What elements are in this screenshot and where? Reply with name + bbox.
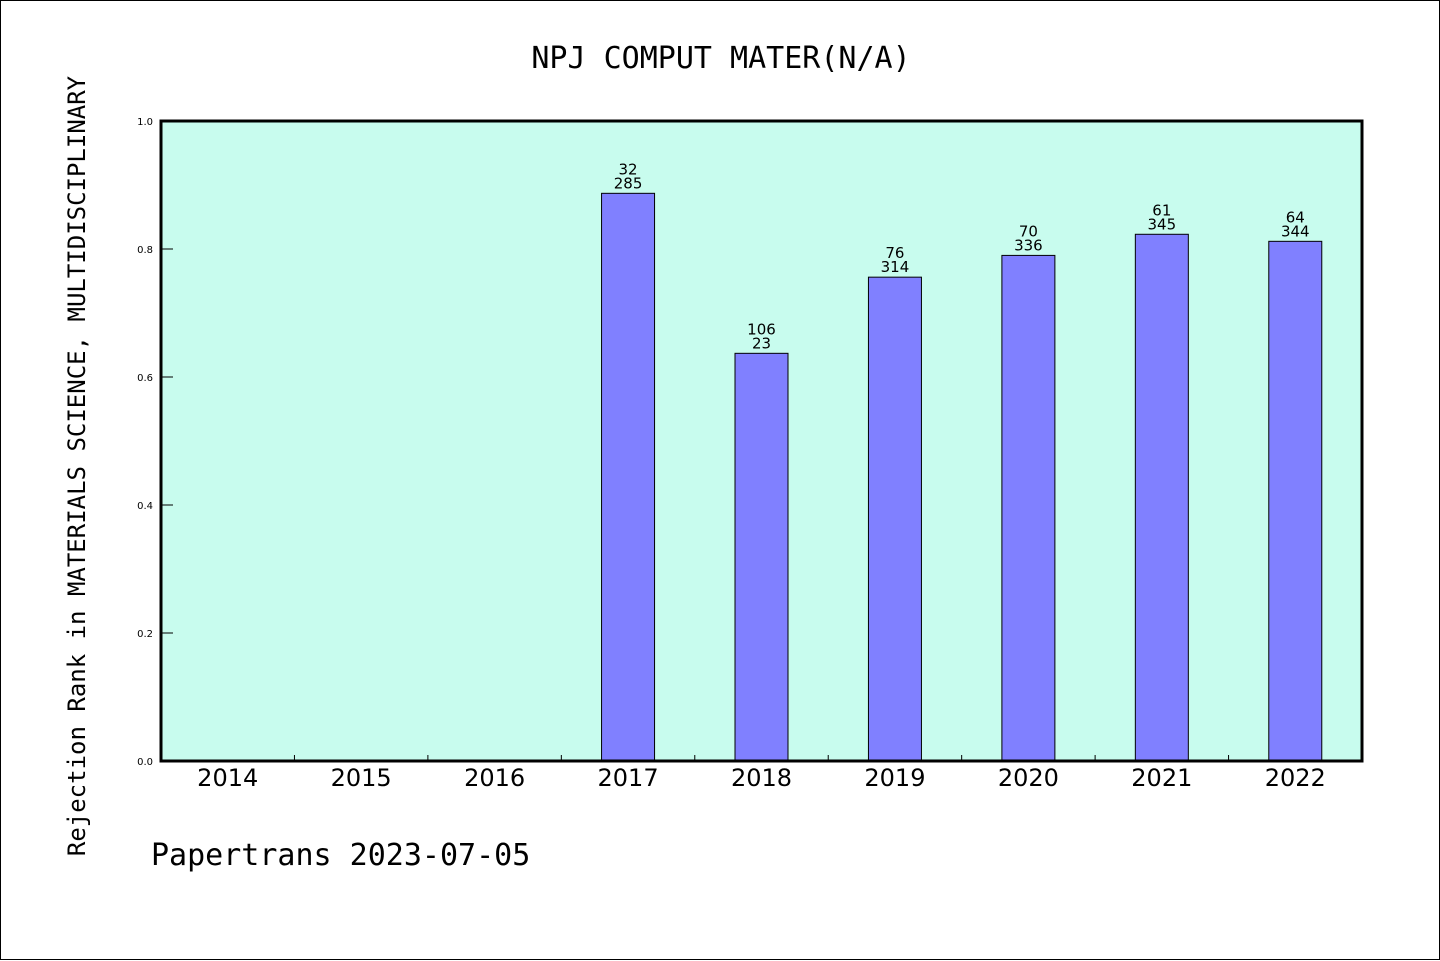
x-tick-label: 2018 (731, 764, 792, 792)
x-tick-label: 2015 (331, 764, 392, 792)
bar-label-bottom: 285 (614, 174, 643, 192)
x-tick-label: 2014 (197, 764, 258, 792)
y-tick-label: 0.0 (137, 757, 153, 768)
y-tick-label: 0.6 (137, 373, 153, 384)
bar-label-bottom: 344 (1281, 222, 1310, 240)
bar-label-bottom: 23 (752, 334, 771, 352)
bar-2021 (1135, 234, 1188, 761)
x-tick-label: 2021 (1131, 764, 1192, 792)
bar-2018 (735, 353, 788, 761)
bar-2017 (602, 193, 655, 761)
x-tick-label: 2020 (998, 764, 1059, 792)
y-tick-label: 1.0 (137, 117, 153, 128)
bar-label-bottom: 336 (1014, 236, 1043, 254)
x-tick-label: 2019 (864, 764, 925, 792)
footer-watermark: Papertrans 2023-07-05 (151, 838, 530, 873)
x-tick-label: 2022 (1265, 764, 1326, 792)
x-tick-label: 2017 (598, 764, 659, 792)
y-tick-label: 0.2 (137, 629, 153, 640)
bar-2020 (1002, 255, 1055, 761)
y-tick-label: 0.8 (137, 245, 153, 256)
bar-label-bottom: 345 (1148, 215, 1177, 233)
bar-label-bottom: 314 (881, 258, 910, 276)
x-tick-label: 2016 (464, 764, 525, 792)
chart-title: NPJ COMPUT MATER(N/A) (531, 41, 910, 76)
y-axis-label: Rejection Rank in MATERIALS SCIENCE, MUL… (63, 75, 91, 856)
y-tick-label: 0.4 (137, 501, 153, 512)
bar-2019 (868, 277, 921, 761)
bar-2022 (1269, 241, 1322, 761)
